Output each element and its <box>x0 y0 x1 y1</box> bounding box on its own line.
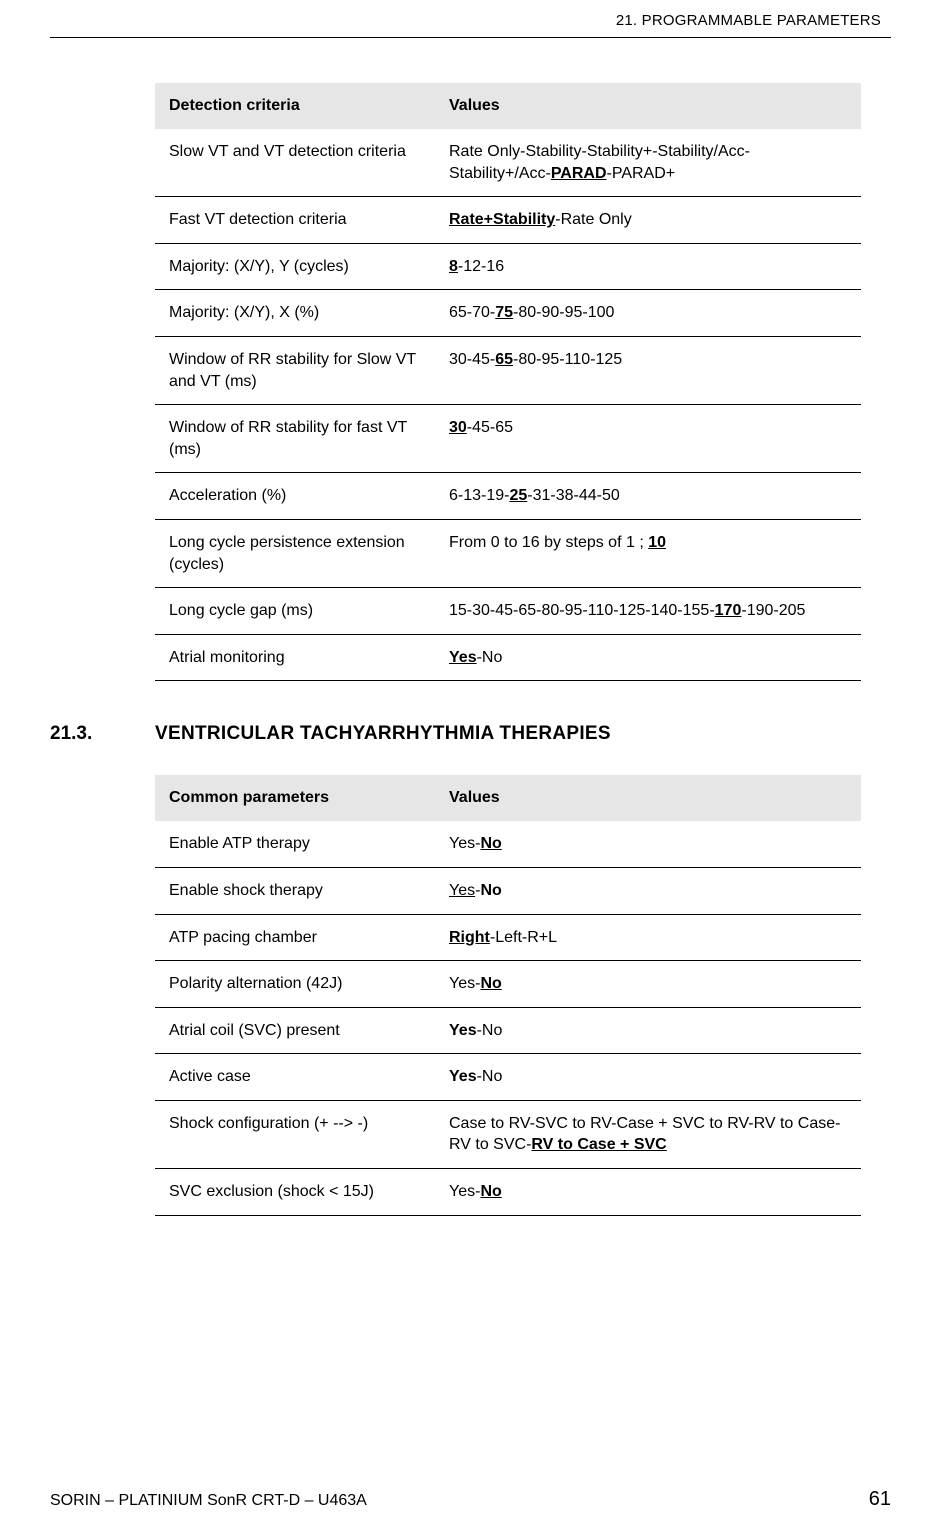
param-label: Slow VT and VT detection criteria <box>155 129 435 197</box>
param-label: Enable ATP therapy <box>155 821 435 867</box>
table-row: Polarity alternation (42J)Yes-No <box>155 961 861 1008</box>
param-label: Acceleration (%) <box>155 473 435 520</box>
table-row: Long cycle gap (ms)15-30-45-65-80-95-110… <box>155 588 861 635</box>
page-footer: SORIN – PLATINIUM SonR CRT-D – U463A 61 <box>50 1488 891 1511</box>
param-value: 30-45-65 <box>435 405 861 473</box>
param-label: Window of RR stability for fast VT (ms) <box>155 405 435 473</box>
table-row: Slow VT and VT detection criteriaRate On… <box>155 129 861 197</box>
detection-criteria-table: Detection criteria Values Slow VT and VT… <box>155 83 861 681</box>
table1-header-values: Values <box>435 83 861 129</box>
param-label: Window of RR stability for Slow VT and V… <box>155 336 435 404</box>
table1-header-criteria: Detection criteria <box>155 83 435 129</box>
param-label: Enable shock therapy <box>155 867 435 914</box>
param-value: 65-70-75-80-90-95-100 <box>435 290 861 337</box>
param-label: Shock configuration (+ --> -) <box>155 1100 435 1168</box>
table-row: Majority: (X/Y), Y (cycles)8-12-16 <box>155 243 861 290</box>
param-label: Majority: (X/Y), X (%) <box>155 290 435 337</box>
param-label: Atrial coil (SVC) present <box>155 1007 435 1054</box>
param-value: Yes-No <box>435 1054 861 1101</box>
param-label: Majority: (X/Y), Y (cycles) <box>155 243 435 290</box>
table-row: Long cycle persistence extension (cycles… <box>155 519 861 587</box>
param-value: 6-13-19-25-31-38-44-50 <box>435 473 861 520</box>
section-title: VENTRICULAR TACHYARRHYTHMIA THERAPIES <box>155 723 611 745</box>
param-value: Yes-No <box>435 1007 861 1054</box>
param-label: Long cycle persistence extension (cycles… <box>155 519 435 587</box>
table-row: Atrial monitoringYes-No <box>155 634 861 681</box>
table2-body: Enable ATP therapyYes-NoEnable shock the… <box>155 821 861 1215</box>
table-row: Enable ATP therapyYes-No <box>155 821 861 867</box>
param-value: Right-Left-R+L <box>435 914 861 961</box>
table1-body: Slow VT and VT detection criteriaRate On… <box>155 129 861 681</box>
param-value: Case to RV-SVC to RV-Case + SVC to RV-RV… <box>435 1100 861 1168</box>
table-row: Majority: (X/Y), X (%)65-70-75-80-90-95-… <box>155 290 861 337</box>
param-value: Yes-No <box>435 821 861 867</box>
table2-header-params: Common parameters <box>155 775 435 821</box>
table-row: Fast VT detection criteriaRate+Stability… <box>155 197 861 244</box>
table-row: SVC exclusion (shock < 15J)Yes-No <box>155 1169 861 1216</box>
param-value: 30-45-65-80-95-110-125 <box>435 336 861 404</box>
page-header: 21. PROGRAMMABLE PARAMETERS <box>50 0 891 38</box>
param-value: Rate+Stability-Rate Only <box>435 197 861 244</box>
common-parameters-table: Common parameters Values Enable ATP ther… <box>155 775 861 1215</box>
param-value: 8-12-16 <box>435 243 861 290</box>
table-row: Acceleration (%)6-13-19-25-31-38-44-50 <box>155 473 861 520</box>
param-value: From 0 to 16 by steps of 1 ; 10 <box>435 519 861 587</box>
param-label: SVC exclusion (shock < 15J) <box>155 1169 435 1216</box>
table-row: Window of RR stability for Slow VT and V… <box>155 336 861 404</box>
param-value: Yes-No <box>435 867 861 914</box>
param-label: ATP pacing chamber <box>155 914 435 961</box>
param-label: Fast VT detection criteria <box>155 197 435 244</box>
table-row: Window of RR stability for fast VT (ms)3… <box>155 405 861 473</box>
table-row: Active caseYes-No <box>155 1054 861 1101</box>
section-number: 21.3. <box>50 723 155 745</box>
param-value: Yes-No <box>435 1169 861 1216</box>
param-value: Rate Only-Stability-Stability+-Stability… <box>435 129 861 197</box>
table2-header-values: Values <box>435 775 861 821</box>
table-row: ATP pacing chamberRight-Left-R+L <box>155 914 861 961</box>
param-label: Long cycle gap (ms) <box>155 588 435 635</box>
param-label: Atrial monitoring <box>155 634 435 681</box>
section-heading: 21.3. VENTRICULAR TACHYARRHYTHMIA THERAP… <box>50 723 891 745</box>
table-row: Atrial coil (SVC) presentYes-No <box>155 1007 861 1054</box>
param-value: Yes-No <box>435 961 861 1008</box>
param-label: Active case <box>155 1054 435 1101</box>
param-label: Polarity alternation (42J) <box>155 961 435 1008</box>
table-row: Enable shock therapyYes-No <box>155 867 861 914</box>
param-value: Yes-No <box>435 634 861 681</box>
footer-doc-id: SORIN – PLATINIUM SonR CRT-D – U463A <box>50 1492 367 1510</box>
param-value: 15-30-45-65-80-95-110-125-140-155-170-19… <box>435 588 861 635</box>
table-row: Shock configuration (+ --> -)Case to RV-… <box>155 1100 861 1168</box>
footer-page-number: 61 <box>869 1488 891 1511</box>
